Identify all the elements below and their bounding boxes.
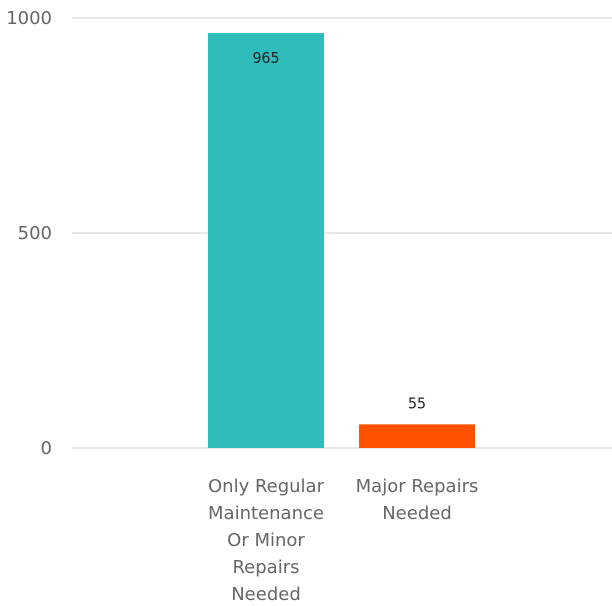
y-axis-tick-labels: 0 500 1000: [6, 8, 52, 459]
category-labels: Only Regular Maintenance Or Minor Repairs Ne…: [208, 476, 478, 605]
data-label-0: 965: [252, 49, 279, 67]
y-tick-label-1000: 1000: [6, 8, 52, 29]
category-label-0: Only Regular Maintenance Or Minor Repairs Ne…: [208, 476, 325, 605]
y-tick-label-500: 500: [18, 223, 52, 244]
y-tick-label-0: 0: [41, 438, 52, 459]
gridlines: [72, 17, 612, 449]
bars: [208, 33, 475, 449]
data-label-1: 55: [408, 394, 426, 412]
data-labels: 965 55: [252, 49, 426, 412]
bar-1: [359, 424, 475, 448]
bar-0: [208, 33, 324, 449]
category-label-1: Major Repairs Needed: [356, 476, 479, 524]
